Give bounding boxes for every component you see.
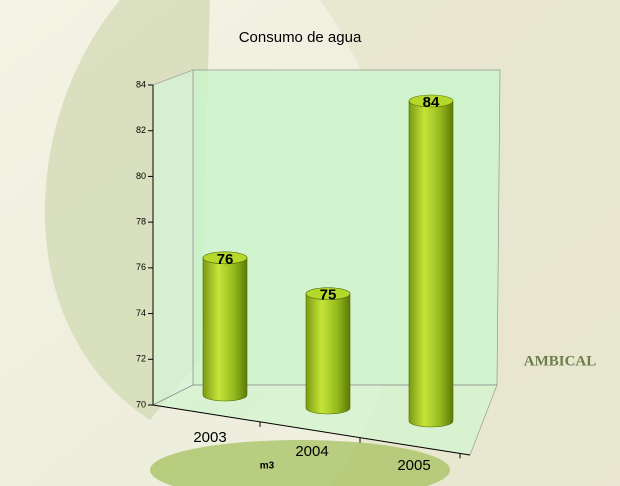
y-tick-label: 70 xyxy=(136,399,146,409)
y-tick-label: 74 xyxy=(136,308,146,318)
y-tick-label: 82 xyxy=(136,125,146,135)
bar-top xyxy=(408,94,454,108)
x-tick-label: 2005 xyxy=(397,457,430,474)
chart-title: Consumo de agua xyxy=(239,29,362,46)
x-tick-label: 2003 xyxy=(193,429,226,446)
y-tick-label: 84 xyxy=(136,79,146,89)
bar-top xyxy=(202,251,248,265)
data-label: 76 xyxy=(217,251,234,268)
x-axis-label: m3 xyxy=(260,461,275,472)
bar-top xyxy=(305,287,351,301)
bar xyxy=(202,257,248,402)
x-axis xyxy=(152,404,471,456)
decor xyxy=(150,440,450,486)
bar xyxy=(305,293,351,415)
side-wall xyxy=(152,69,194,406)
y-tick-label: 80 xyxy=(136,171,146,181)
y-tick-label: 78 xyxy=(136,217,146,227)
x-tick-label: 2004 xyxy=(295,443,328,460)
data-label: 75 xyxy=(320,287,337,304)
data-label: 84 xyxy=(423,94,440,111)
y-tick-label: 76 xyxy=(136,262,146,272)
bar xyxy=(408,100,454,428)
y-tick-label: 72 xyxy=(136,354,146,364)
logo: AMBICAL xyxy=(524,353,597,369)
